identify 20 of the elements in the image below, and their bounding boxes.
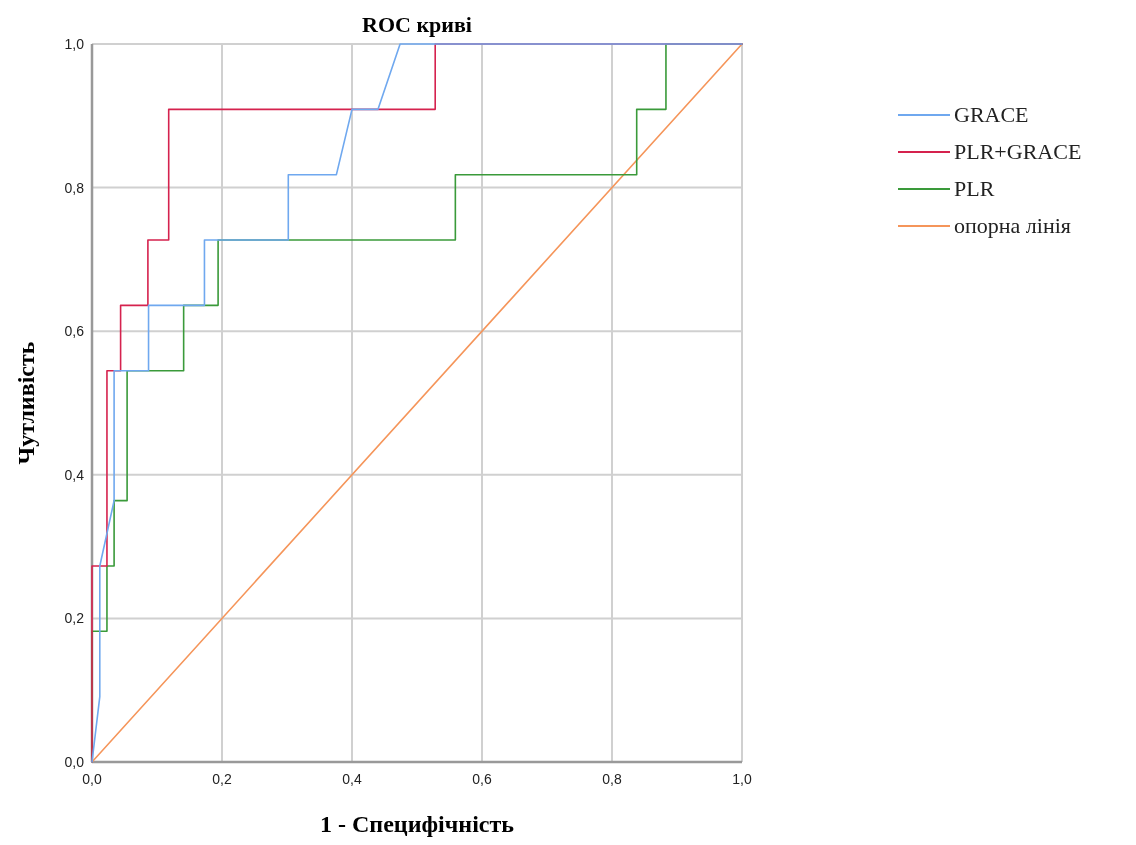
x-tick-label: 0,4 xyxy=(342,771,362,787)
line-series xyxy=(91,43,743,763)
y-tick-label: 1,0 xyxy=(64,36,85,52)
x-tick-label: 0,8 xyxy=(602,771,622,787)
x-tick-label: 0,6 xyxy=(472,771,492,787)
legend-label: GRACE xyxy=(954,102,1029,127)
legend-label: PLR xyxy=(954,176,995,201)
legend-label: PLR+GRACE xyxy=(954,139,1082,164)
y-tick-label: 0,2 xyxy=(64,610,85,627)
y-axis-title: Чутливість xyxy=(13,341,39,465)
x-tick-label: 0,2 xyxy=(212,771,232,787)
y-tick-label: 0,4 xyxy=(64,466,85,483)
y-tick-label: 0,0 xyxy=(64,754,85,770)
x-axis-title: 1 - Специфічність xyxy=(320,811,515,837)
legend-label: опорна лінія xyxy=(954,213,1071,238)
x-tick-label: 1,0 xyxy=(732,771,752,787)
x-tick-label: 0,0 xyxy=(82,771,102,787)
y-tick-label: 0,8 xyxy=(64,179,85,196)
y-tick-label: 0,6 xyxy=(64,323,85,340)
chart-title: ROC криві xyxy=(362,12,472,37)
